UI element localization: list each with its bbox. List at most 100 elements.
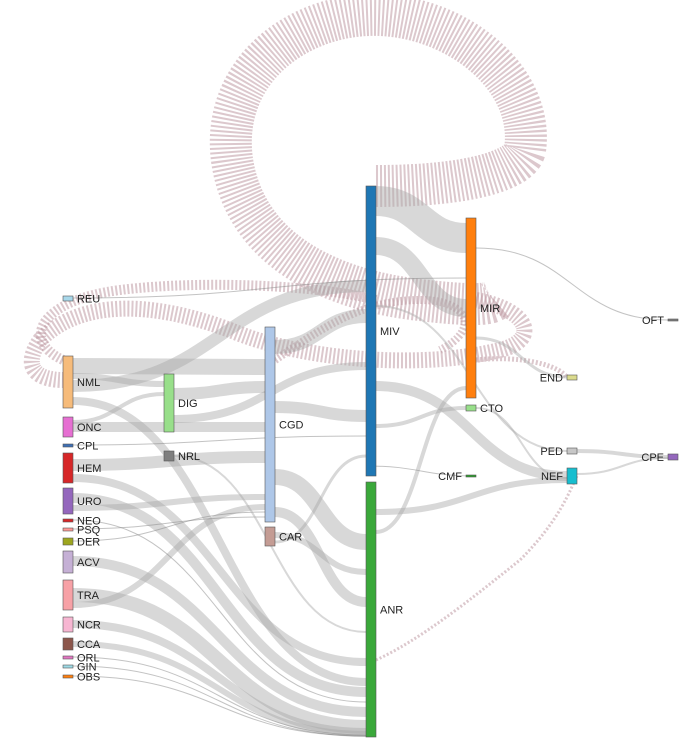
flow-link-anr-mir <box>375 386 467 534</box>
node-onc[interactable]: ONC <box>62 416 102 438</box>
node-obs-bar[interactable] <box>62 674 74 679</box>
node-dig-bar[interactable] <box>163 373 175 433</box>
flow-link-onc-dig <box>72 392 165 424</box>
node-obs-label: OBS <box>77 672 100 684</box>
node-oft[interactable]: OFT <box>642 315 679 327</box>
flow-link-neo-anr <box>72 519 367 703</box>
flow-link-hem-anr <box>72 474 367 666</box>
flow-link-uro-anr <box>72 493 367 697</box>
flow-link-cto-nef <box>475 407 568 479</box>
node-ncr[interactable]: NCR <box>62 616 101 633</box>
flow-link-mir-oft <box>475 247 669 321</box>
node-nrl[interactable]: NRL <box>163 450 200 463</box>
node-end-bar[interactable] <box>566 374 578 381</box>
node-acv[interactable]: ACV <box>62 550 100 574</box>
node-dig-label: DIG <box>178 398 198 410</box>
node-nef[interactable]: NEF <box>541 467 578 485</box>
node-cca[interactable]: CCA <box>62 637 101 651</box>
node-ped-bar[interactable] <box>566 447 578 455</box>
node-oft-bar[interactable] <box>667 318 679 322</box>
node-der-bar[interactable] <box>62 537 74 546</box>
node-cto[interactable]: CTO <box>465 403 503 415</box>
node-cgd-bar[interactable] <box>264 326 276 523</box>
node-cpe[interactable]: CPE <box>641 452 679 464</box>
node-uro[interactable]: URO <box>62 487 102 515</box>
node-orl[interactable]: ORL <box>62 653 100 665</box>
node-cpl-bar[interactable] <box>62 443 74 448</box>
node-orl-label: ORL <box>77 653 100 665</box>
node-cmf-label: CMF <box>438 471 462 483</box>
flow-link-cmf-miv <box>365 465 477 477</box>
flow-link-miv-mir <box>375 186 467 253</box>
node-cmf-bar[interactable] <box>465 474 477 478</box>
flow-link-anr-nef <box>375 477 568 515</box>
node-uro-bar[interactable] <box>62 487 74 515</box>
node-ped[interactable]: PED <box>540 446 578 458</box>
node-mir-label: MIR <box>480 303 500 315</box>
flow-link-miv-cto <box>375 406 467 428</box>
mir-self-loop <box>23 292 533 388</box>
flow-link-gin-anr <box>72 665 367 737</box>
cgd-loop <box>272 295 469 364</box>
node-car-bar[interactable] <box>264 526 276 547</box>
flow-link-reu-mir <box>72 277 467 299</box>
node-car-label: CAR <box>279 532 302 544</box>
node-ped-label: PED <box>540 446 563 458</box>
node-end[interactable]: END <box>540 373 578 385</box>
node-psq[interactable]: PSQ <box>62 525 101 537</box>
node-der[interactable]: DER <box>62 537 100 549</box>
node-ncr-bar[interactable] <box>62 616 74 633</box>
flow-link-cpl-miv <box>72 435 367 446</box>
node-nml[interactable]: NML <box>62 355 100 409</box>
node-oft-label: OFT <box>642 315 664 327</box>
node-car[interactable]: CAR <box>264 526 302 547</box>
node-nrl-bar[interactable] <box>163 450 175 462</box>
flow-link-der-cgd <box>72 511 266 542</box>
node-uro-label: URO <box>77 496 102 508</box>
node-nrl-label: NRL <box>178 451 200 463</box>
flow-link-nml-dig <box>72 373 165 387</box>
node-mir-bar[interactable] <box>465 217 477 399</box>
node-neo[interactable]: NEO <box>62 516 101 528</box>
node-nef-bar[interactable] <box>566 467 578 485</box>
node-cpe-label: CPE <box>641 452 664 464</box>
node-cto-label: CTO <box>480 403 503 415</box>
node-cgd[interactable]: CGD <box>264 326 304 523</box>
node-mir[interactable]: MIR <box>465 217 500 399</box>
flow-link-car-miv <box>274 454 367 544</box>
node-cpl[interactable]: CPL <box>62 441 98 453</box>
node-cca-bar[interactable] <box>62 637 74 651</box>
node-tra-bar[interactable] <box>62 579 74 611</box>
node-gin-bar[interactable] <box>62 664 74 669</box>
node-cpe-bar[interactable] <box>667 453 679 461</box>
node-orl-bar[interactable] <box>62 655 74 660</box>
node-gin[interactable]: GIN <box>62 662 97 674</box>
flow-link-dig-cgd <box>173 381 266 400</box>
node-acv-bar[interactable] <box>62 550 74 574</box>
node-tra[interactable]: TRA <box>62 579 100 611</box>
node-dig[interactable]: DIG <box>163 373 198 433</box>
node-miv-label: MIV <box>380 326 400 338</box>
node-miv[interactable]: MIV <box>365 185 400 477</box>
node-acv-label: ACV <box>77 557 100 569</box>
node-psq-bar[interactable] <box>62 527 74 532</box>
flow-link-nml-anr <box>72 397 367 686</box>
flow-link-acv-anr <box>72 556 367 717</box>
node-nml-bar[interactable] <box>62 355 74 409</box>
node-hem-bar[interactable] <box>62 452 74 484</box>
node-anr-bar[interactable] <box>365 481 377 738</box>
node-reu[interactable]: REU <box>62 294 100 306</box>
node-obs[interactable]: OBS <box>62 672 100 684</box>
flow-link-cca-anr <box>72 641 367 737</box>
node-neo-bar[interactable] <box>62 518 74 523</box>
node-reu-bar[interactable] <box>62 295 74 302</box>
flow-link-miv-nef <box>375 381 568 481</box>
node-cmf[interactable]: CMF <box>438 471 477 483</box>
node-hem[interactable]: HEM <box>62 452 101 484</box>
node-cto-bar[interactable] <box>465 404 477 412</box>
node-miv-bar[interactable] <box>365 185 377 477</box>
node-anr[interactable]: ANR <box>365 481 403 738</box>
node-onc-bar[interactable] <box>62 416 74 438</box>
